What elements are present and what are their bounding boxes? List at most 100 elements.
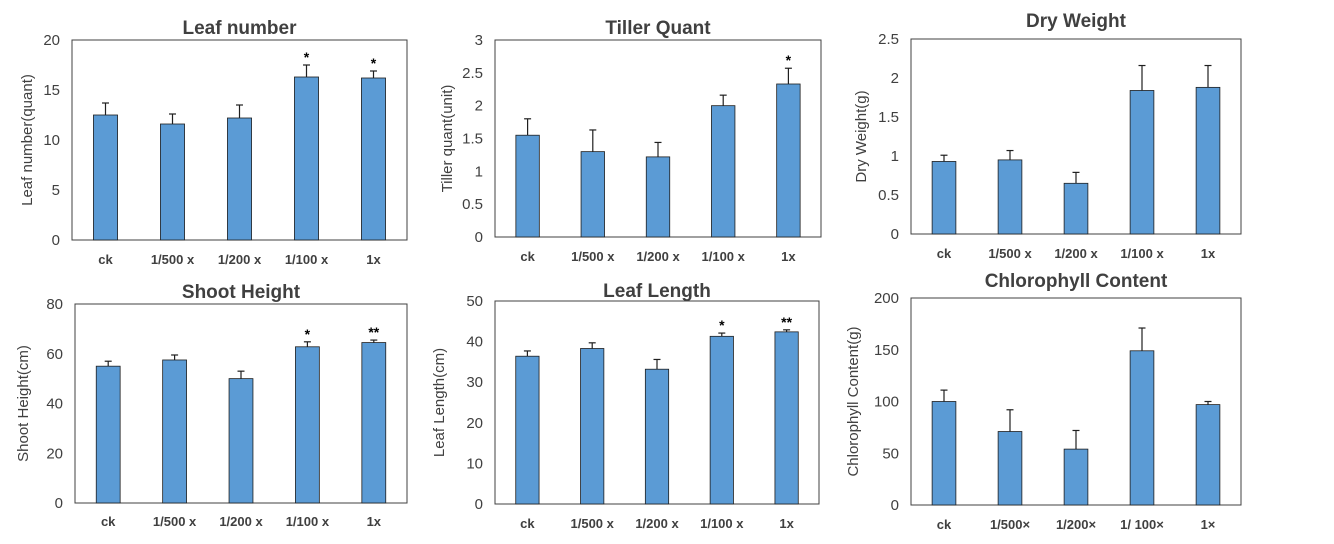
y-tick-label: 3 xyxy=(475,32,483,49)
bar xyxy=(160,123,185,241)
chart-title: Leaf number xyxy=(182,18,297,39)
x-category-label: 1/100 x xyxy=(700,516,744,531)
y-tick-label: 2.5 xyxy=(878,31,899,48)
x-category-label: 1/100 x xyxy=(286,514,330,529)
y-tick-label: 0 xyxy=(891,226,899,243)
chart-2: Tiller Quant Tiller quant(unit) 0 0.5 1 1.5 2 2… xyxy=(439,18,822,264)
chart-3: Dry Weight Dry Weight(g) 0 0.5 1 1.5 2 2.5 ck 1/5… xyxy=(853,11,1242,261)
bar xyxy=(997,159,1023,235)
bar xyxy=(1129,350,1155,506)
y-tick-label: 1 xyxy=(891,148,899,165)
y-tick-label: 80 xyxy=(46,296,63,313)
bar xyxy=(515,355,540,505)
x-category-label: 1/500 x xyxy=(988,246,1032,261)
bar xyxy=(580,348,605,505)
y-tick-label: 1.5 xyxy=(462,131,483,148)
bar xyxy=(227,117,252,241)
bar xyxy=(709,335,734,505)
x-category-label: 1/200× xyxy=(1056,517,1097,532)
x-category-label: 1/500 x xyxy=(151,252,195,267)
chart-5: Leaf Length Leaf Length(cm) 0 10 20 30 40 50 ck 1… xyxy=(431,281,820,531)
bar xyxy=(711,105,736,238)
y-tick-label: 40 xyxy=(466,334,483,351)
significance-marker: ** xyxy=(781,314,792,330)
y-tick-label: 2.5 xyxy=(462,65,483,82)
x-category-label: 1x xyxy=(1201,246,1216,261)
x-category-label: 1/ 100× xyxy=(1120,517,1164,532)
y-tick-label: 1 xyxy=(475,163,483,180)
chart-1: Leaf number Leaf number(quant) 0 5 10 15 20 ck 1… xyxy=(19,18,408,267)
chart-6: Chlorophyll Content Chlorophyll Content(g… xyxy=(845,271,1242,532)
x-category-label: 1/500× xyxy=(990,517,1031,532)
y-tick-label: 0 xyxy=(891,497,899,514)
x-category-label: 1× xyxy=(1201,517,1216,532)
bar xyxy=(644,368,670,505)
x-category-label: 1/200 x xyxy=(219,514,263,529)
chart-title: Dry Weight xyxy=(1026,11,1127,32)
x-category-label: ck xyxy=(520,516,535,531)
y-tick-label: 10 xyxy=(43,132,60,149)
y-tick-label: 20 xyxy=(46,445,63,462)
bar xyxy=(931,161,957,235)
significance-marker: * xyxy=(305,326,311,342)
y-tick-label: 0.5 xyxy=(462,196,483,213)
x-category-label: 1/100 x xyxy=(1120,246,1164,261)
bar xyxy=(1129,90,1155,235)
bar xyxy=(645,156,671,238)
y-axis-label: Dry Weight(g) xyxy=(853,90,870,182)
y-axis-label: Shoot Height(cm) xyxy=(15,345,32,462)
x-category-label: ck xyxy=(937,246,952,261)
x-category-label: ck xyxy=(98,252,113,267)
y-tick-label: 200 xyxy=(874,290,899,307)
bar xyxy=(228,378,254,504)
y-tick-label: 50 xyxy=(882,445,899,462)
x-category-label: 1/200 x xyxy=(218,252,262,267)
bar xyxy=(295,346,320,504)
chart-4: Shoot Height Shoot Height(cm) 0 20 40 60 80 ck 1… xyxy=(15,282,408,529)
bar xyxy=(162,359,187,504)
y-axis-label: Tiller quant(unit) xyxy=(439,85,456,193)
y-tick-label: 0 xyxy=(55,495,63,512)
x-category-label: 1/500 x xyxy=(571,249,615,264)
y-axis-label: Leaf number(quant) xyxy=(19,74,36,206)
y-tick-label: 0.5 xyxy=(878,187,899,204)
y-tick-label: 30 xyxy=(466,374,483,391)
significance-marker: * xyxy=(786,52,792,68)
bar xyxy=(997,431,1023,506)
y-tick-label: 20 xyxy=(466,415,483,432)
chart-title: Leaf Length xyxy=(603,281,711,302)
bar xyxy=(1063,182,1089,235)
bar xyxy=(95,365,121,504)
significance-marker: * xyxy=(371,55,377,71)
x-category-label: 1/200 x xyxy=(1054,246,1098,261)
y-tick-label: 150 xyxy=(874,342,899,359)
y-tick-label: 0 xyxy=(475,229,483,246)
chart-title: Tiller Quant xyxy=(605,18,711,39)
x-category-label: 1/100 x xyxy=(702,249,746,264)
x-category-label: 1x xyxy=(781,249,796,264)
y-tick-label: 1.5 xyxy=(878,109,899,126)
chart-title: Chlorophyll Content xyxy=(985,271,1168,292)
y-tick-label: 20 xyxy=(43,32,60,49)
y-axis-label: Chlorophyll Content(g) xyxy=(845,326,862,476)
chart-title: Shoot Height xyxy=(182,282,301,303)
bar xyxy=(1195,404,1221,506)
bar xyxy=(294,76,319,241)
y-tick-label: 2 xyxy=(475,98,483,115)
y-tick-label: 0 xyxy=(475,496,483,513)
bar xyxy=(1063,448,1089,506)
bar xyxy=(774,331,799,505)
x-category-label: 1x xyxy=(779,516,794,531)
significance-marker: * xyxy=(304,49,310,65)
bar xyxy=(515,134,540,238)
bar xyxy=(361,342,387,504)
y-tick-label: 5 xyxy=(52,182,60,199)
bar xyxy=(361,77,386,241)
bar xyxy=(580,151,605,238)
x-category-label: ck xyxy=(520,249,535,264)
y-tick-label: 50 xyxy=(466,293,483,310)
y-tick-label: 2 xyxy=(891,70,899,87)
x-category-label: ck xyxy=(101,514,116,529)
bar xyxy=(776,83,801,238)
